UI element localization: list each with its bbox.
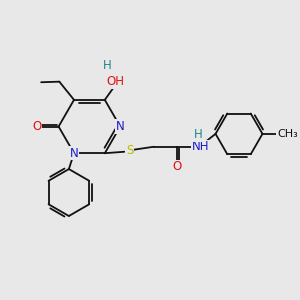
Text: O: O bbox=[172, 160, 182, 173]
Text: H: H bbox=[103, 59, 112, 72]
Text: N: N bbox=[70, 147, 78, 160]
Text: H: H bbox=[194, 128, 202, 141]
Text: OH: OH bbox=[106, 75, 124, 88]
Text: NH: NH bbox=[192, 140, 209, 153]
Text: CH₃: CH₃ bbox=[277, 129, 298, 139]
Text: S: S bbox=[126, 144, 134, 157]
Text: O: O bbox=[32, 120, 41, 133]
Text: N: N bbox=[116, 120, 124, 133]
